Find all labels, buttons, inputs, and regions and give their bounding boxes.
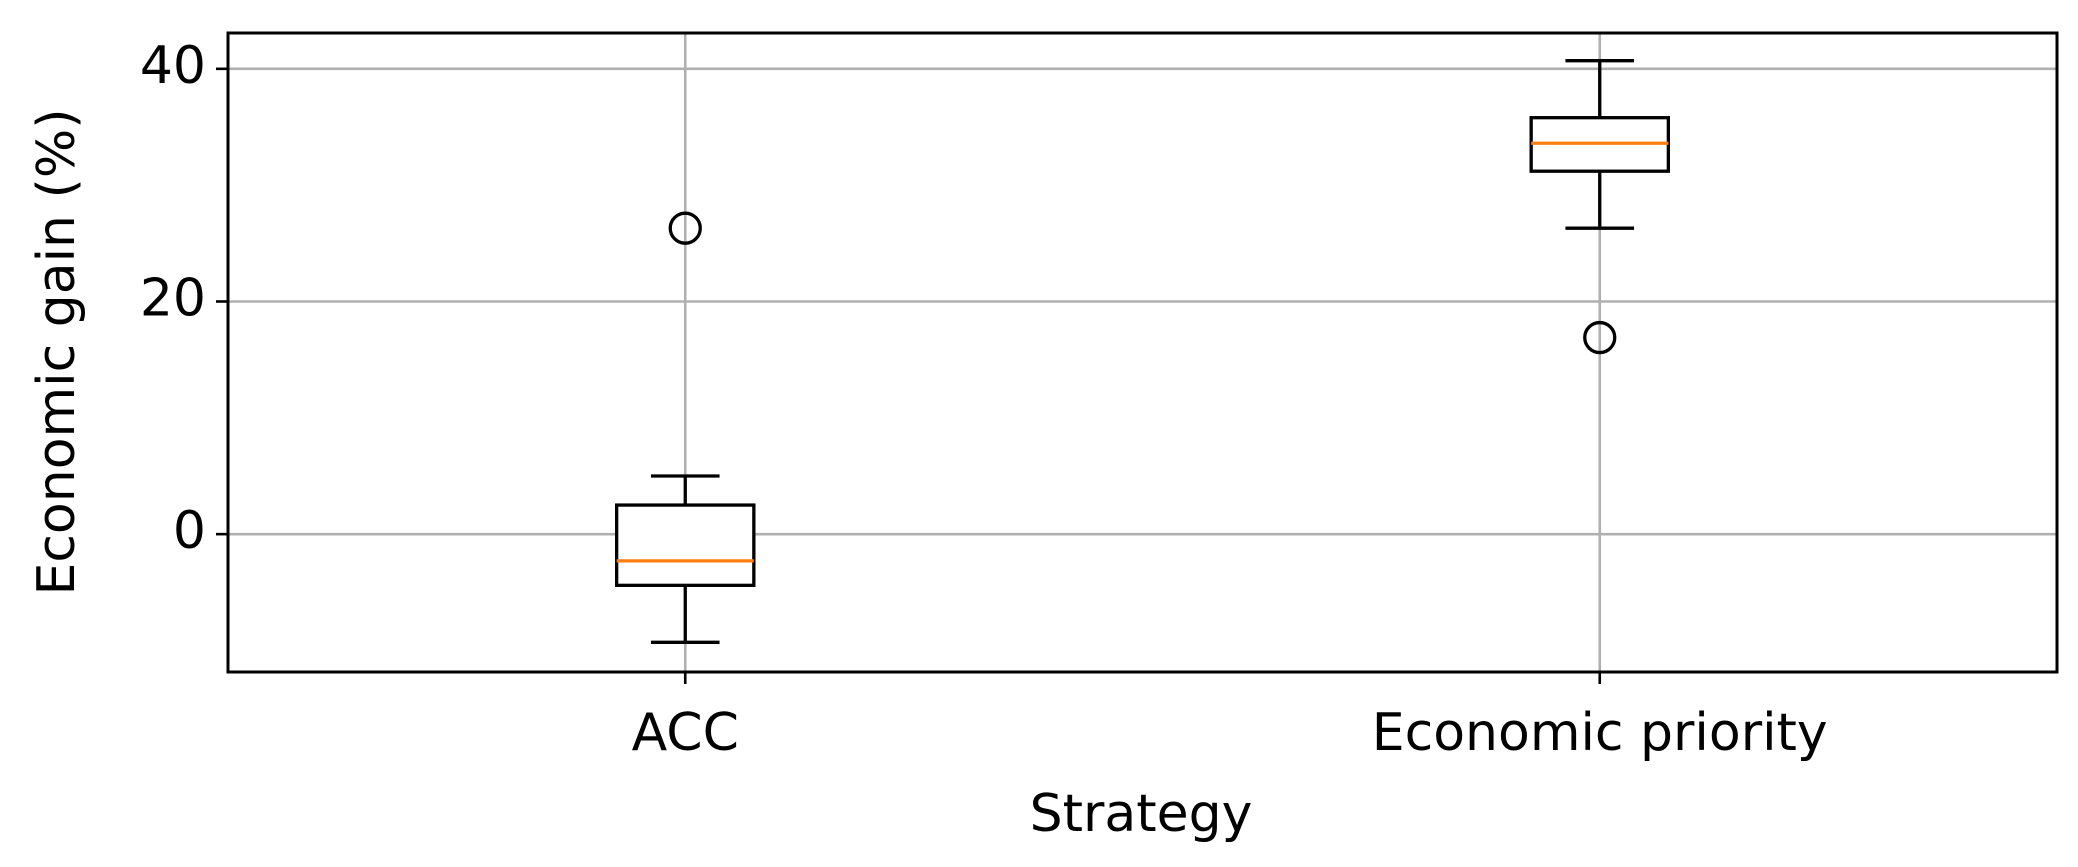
flier xyxy=(1583,320,1617,355)
y-axis-label: Economic gain (%) xyxy=(27,108,87,595)
x-tick-label: Economic priority xyxy=(1372,703,1828,763)
y-tick-label: 20 xyxy=(140,268,206,328)
plot-frame xyxy=(226,31,2059,674)
x-axis-label: Strategy xyxy=(1030,784,1253,844)
y-tick-label: 0 xyxy=(173,501,206,561)
y-tick-label: 40 xyxy=(140,36,206,96)
box xyxy=(615,503,756,587)
x-tick-label: ACC xyxy=(632,703,739,763)
flier xyxy=(668,211,702,245)
